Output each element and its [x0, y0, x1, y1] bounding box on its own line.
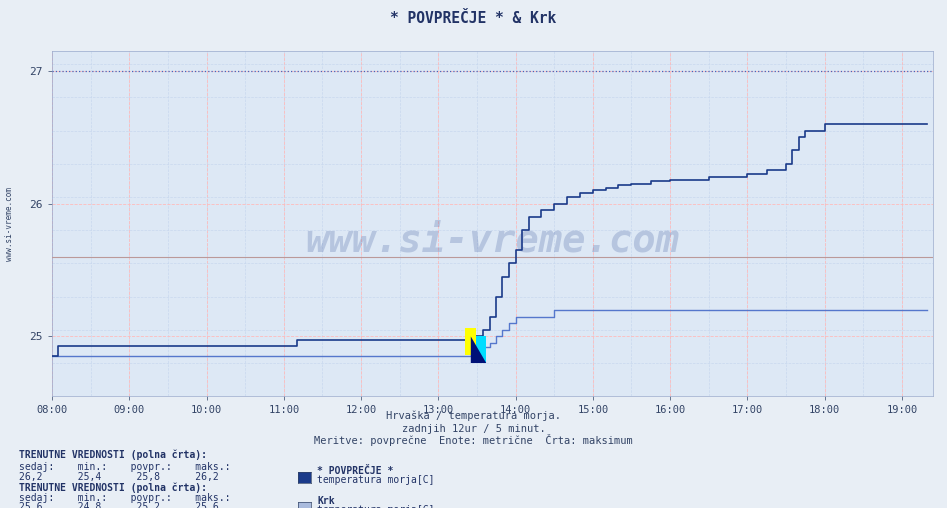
Text: zadnjih 12ur / 5 minut.: zadnjih 12ur / 5 minut.	[402, 424, 545, 434]
Text: * POVPREČJE *: * POVPREČJE *	[317, 466, 394, 476]
Text: temperatura morja[C]: temperatura morja[C]	[317, 504, 435, 508]
Text: temperatura morja[C]: temperatura morja[C]	[317, 474, 435, 485]
Text: TRENUTNE VREDNOSTI (polna črta):: TRENUTNE VREDNOSTI (polna črta):	[19, 450, 207, 460]
Text: 26,2      25,4      25,8      26,2: 26,2 25,4 25,8 26,2	[19, 472, 219, 482]
Text: Krk: Krk	[317, 496, 335, 506]
Text: 25,6      24,8      25,2      25,6: 25,6 24,8 25,2 25,6	[19, 502, 219, 508]
Text: sedaj:    min.:    povpr.:    maks.:: sedaj: min.: povpr.: maks.:	[19, 462, 230, 472]
Polygon shape	[471, 336, 486, 363]
Text: * POVPREČJE * & Krk: * POVPREČJE * & Krk	[390, 11, 557, 26]
Text: sedaj:    min.:    povpr.:    maks.:: sedaj: min.: povpr.: maks.:	[19, 493, 230, 503]
Text: www.si-vreme.com: www.si-vreme.com	[5, 186, 14, 261]
Text: Hrvaška / temperatura morja.: Hrvaška / temperatura morja.	[386, 410, 561, 421]
Bar	[471, 336, 486, 363]
Text: Meritve: povprečne  Enote: metrične  Črta: maksimum: Meritve: povprečne Enote: metrične Črta:…	[314, 434, 633, 446]
Text: TRENUTNE VREDNOSTI (polna črta):: TRENUTNE VREDNOSTI (polna črta):	[19, 483, 207, 493]
Bar	[465, 329, 476, 355]
Text: www.si-vreme.com: www.si-vreme.com	[306, 222, 679, 260]
